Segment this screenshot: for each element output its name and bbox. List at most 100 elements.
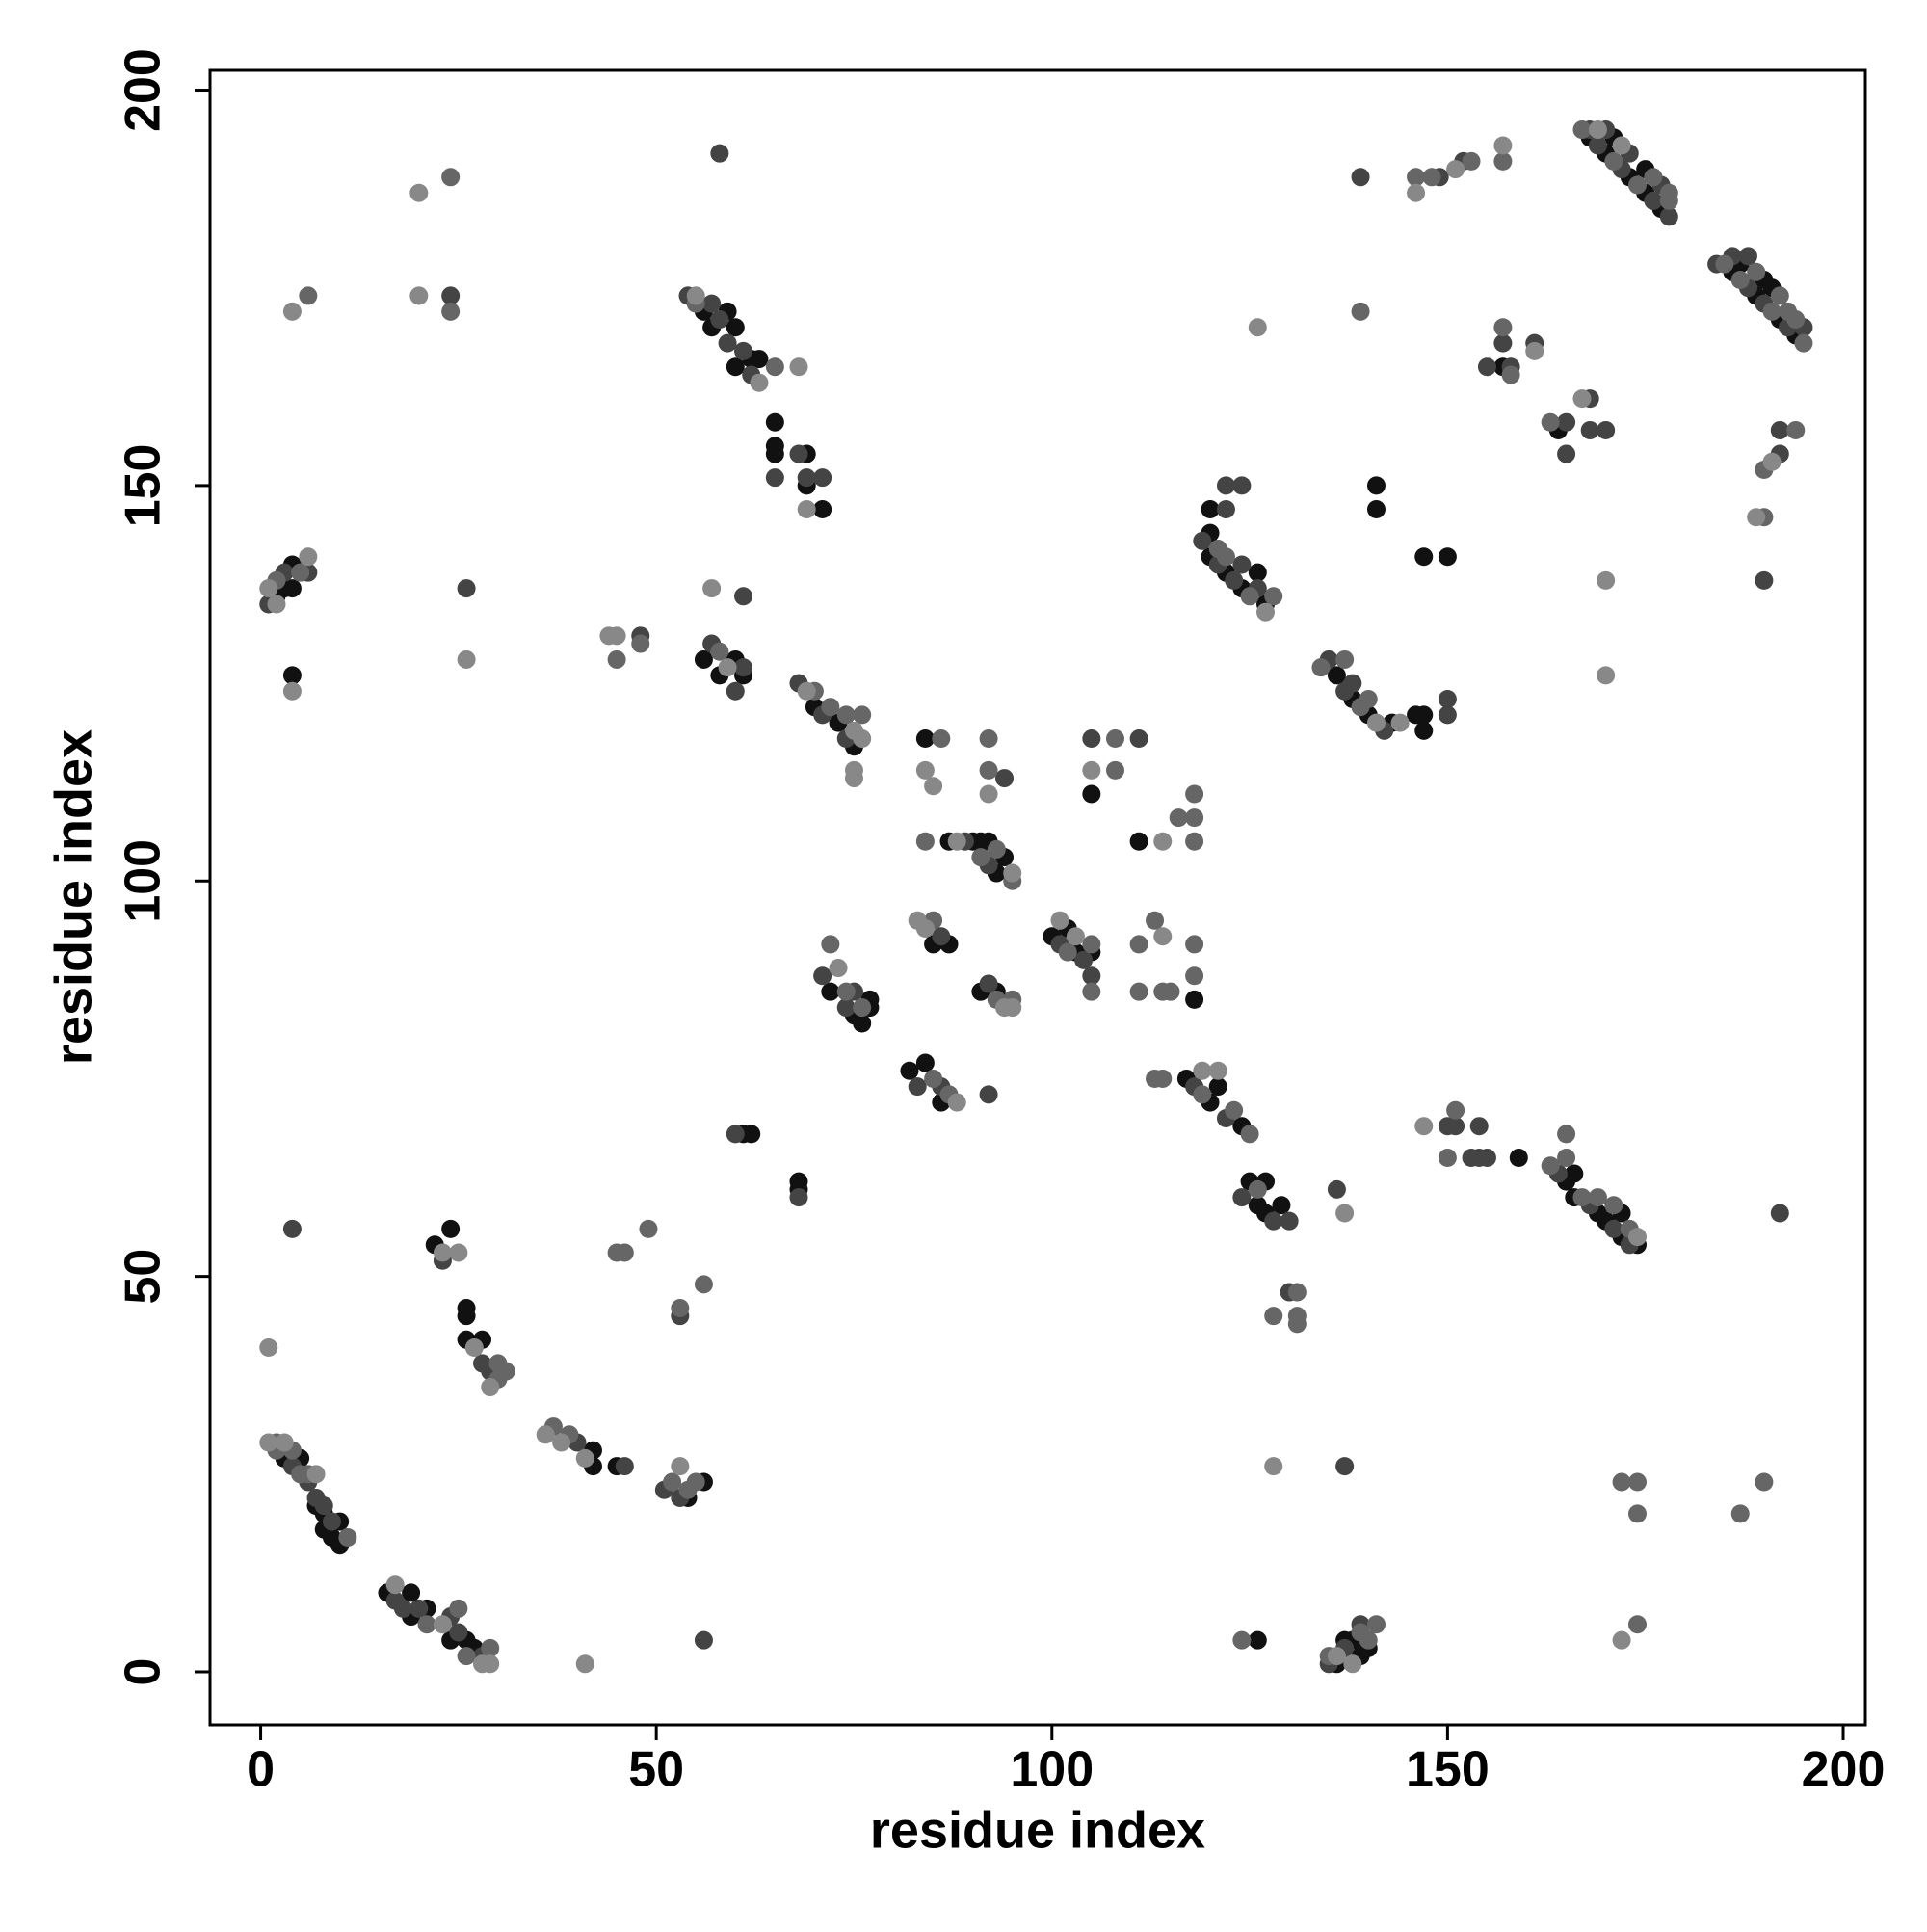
contact-point [1604,151,1623,171]
y-tick-label: 0 [116,1658,172,1686]
contact-point [765,444,784,463]
contact-point [1058,942,1077,962]
contact-point [1644,168,1663,187]
contact-point [1248,563,1267,582]
contact-point [1414,1117,1434,1136]
contact-point [1438,1149,1457,1168]
contact-point [1501,365,1520,384]
contact-point [1185,832,1204,851]
contact-point [924,777,943,796]
contact-point [1327,1647,1346,1666]
contact-point [282,579,302,598]
contact-point [441,302,461,321]
contact-point [1390,713,1410,732]
contact-point [282,302,302,321]
contact-point [1557,412,1576,432]
contact-point [1565,1164,1584,1183]
x-tick-label: 0 [247,1742,275,1798]
contact-point [481,1638,500,1657]
contact-point [1477,357,1496,377]
contact-point [836,705,856,725]
contact-point [765,412,784,432]
contact-point [409,183,429,202]
contact-point [1248,1630,1267,1650]
contact-point [1770,286,1789,305]
contact-point [1366,713,1386,732]
contact-point [789,357,808,377]
contact-point [1169,808,1188,828]
contact-point [1351,168,1370,187]
contact-point [1082,982,1101,1001]
contact-point [575,1654,594,1674]
contact-point [1438,689,1457,708]
contact-point [1715,254,1734,274]
contact-point [441,286,461,305]
contact-point [1762,452,1782,471]
contact-point [441,1219,461,1238]
contact-point [306,1465,326,1484]
x-tick-label: 150 [1406,1742,1490,1798]
contact-point [607,626,626,646]
contact-point [1256,602,1276,622]
contact-point [702,294,722,313]
contact-point [1493,318,1513,337]
contact-point [1588,1188,1607,1207]
contact-point [1074,950,1094,969]
contact-point [932,729,951,749]
contact-point [1438,547,1457,567]
contact-point [1335,649,1355,669]
contact-point [1240,1125,1259,1144]
contact-point [1082,729,1101,749]
contact-point [449,1599,468,1618]
contact-point [1462,151,1481,171]
contact-point [1755,570,1774,590]
contact-point [1446,1117,1465,1136]
contact-point [726,318,745,337]
contact-point [765,468,784,488]
contact-point [259,1433,278,1452]
contact-point [853,729,872,749]
contact-point [821,698,840,717]
contact-point [932,927,951,946]
y-tick-label: 150 [116,444,172,528]
contact-point [836,982,856,1001]
contact-point [1557,1149,1576,1168]
contact-point [1050,911,1069,930]
contact-point [552,1433,571,1452]
contact-point [1509,1149,1528,1168]
contact-point [1082,784,1101,804]
contact-point [481,1378,500,1397]
contact-point [1280,1211,1299,1231]
contact-point [813,966,832,986]
contact-point [1588,120,1607,140]
contact-point [1193,1085,1212,1104]
contact-point [979,1085,998,1104]
contact-point [1794,333,1813,353]
contact-point [1597,666,1616,685]
contact-point [1627,1615,1647,1634]
contact-point [853,1014,872,1033]
contact-point [1627,1472,1647,1492]
y-tick-label: 200 [116,48,172,132]
contact-point [710,144,729,163]
contact-point [1359,1630,1378,1650]
contact-point [742,1125,761,1144]
contact-point [1335,1204,1355,1223]
contact-point [1604,1219,1623,1238]
contact-point [1232,476,1252,495]
contact-point [1730,270,1750,289]
contact-point [282,666,302,685]
contact-point [385,1575,405,1595]
contact-point [663,1472,682,1492]
contact-point [1082,966,1101,986]
contact-point [299,286,318,305]
contact-point [750,350,769,369]
contact-point [915,760,935,780]
contact-point [1588,136,1607,155]
contact-point [1770,1204,1789,1223]
contact-point [979,784,998,804]
contact-point [1659,207,1678,226]
contact-point [1146,911,1165,930]
contact-point [433,1243,452,1262]
contact-point [259,579,278,598]
